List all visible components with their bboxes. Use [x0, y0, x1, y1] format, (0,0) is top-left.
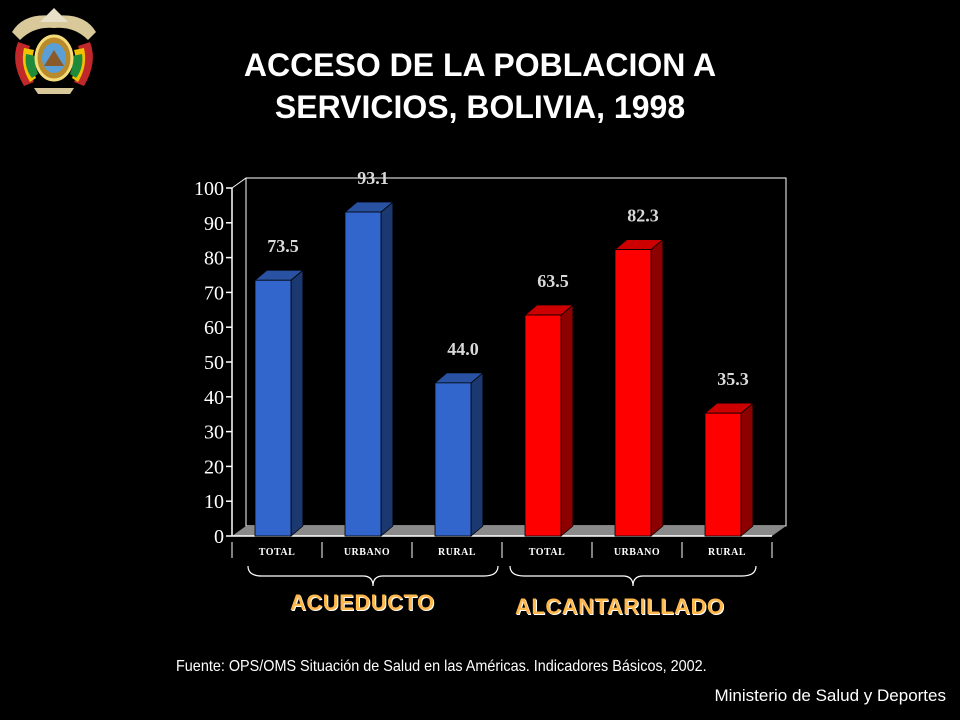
- title-line-2: SERVICIOS, BOLIVIA, 1998: [274, 89, 686, 125]
- chart-title: ACCESO DE LA POBLACION A SERVICIOS, BOLI…: [180, 44, 780, 128]
- x-tick-label-5: RURAL: [708, 547, 746, 558]
- y-tick-label-7: 70: [204, 282, 224, 304]
- bar-side-4: [650, 238, 664, 537]
- bar-side-1: [380, 201, 394, 537]
- y-tick-label-3: 30: [204, 422, 224, 444]
- data-label-0: 73.5: [267, 236, 299, 256]
- x-tick-label-0: TOTAL: [259, 547, 296, 558]
- y-tick-label-10: 100: [194, 178, 224, 200]
- y-tick-label-9: 90: [204, 213, 224, 235]
- plot-floor: [232, 526, 786, 536]
- bar-side-0: [290, 269, 304, 537]
- data-label-4: 82.3: [627, 206, 659, 226]
- bar-side-5: [740, 402, 754, 537]
- y-axis-top-edge: [231, 177, 247, 189]
- title-line-1: ACCESO DE LA POBLACION A: [243, 47, 717, 83]
- group-label-alcantarillado: ALCANTARILLADO: [515, 594, 725, 619]
- bar-2: [434, 382, 472, 537]
- data-label-1: 93.1: [357, 168, 389, 188]
- y-tick-label-2: 20: [204, 456, 224, 478]
- bar-4: [614, 249, 652, 537]
- bolivia-coat-of-arms-icon: [12, 8, 96, 94]
- plot-back-wall: [245, 177, 787, 527]
- bar-side-3: [560, 304, 574, 537]
- bar-3: [524, 314, 562, 537]
- source-note: Fuente: OPS/OMS Situación de Salud en la…: [176, 658, 707, 675]
- y-tick-label-0: 0: [214, 526, 224, 548]
- bar-1: [344, 211, 382, 537]
- bar-side-2: [470, 372, 484, 537]
- bar-5: [704, 412, 742, 537]
- x-tick-label-3: TOTAL: [529, 547, 566, 558]
- x-tick-label-1: URBANO: [344, 547, 390, 558]
- y-tick-label-1: 10: [204, 491, 224, 513]
- data-label-3: 63.5: [537, 271, 569, 291]
- y-tick-label-4: 40: [204, 387, 224, 409]
- footer-ministry: Ministerio de Salud y Deportes: [714, 686, 946, 705]
- x-tick-label-4: URBANO: [614, 547, 660, 558]
- data-label-2: 44.0: [447, 339, 479, 359]
- y-tick-label-5: 50: [204, 352, 224, 374]
- data-label-5: 35.3: [717, 369, 749, 389]
- brace-acueducto: [247, 565, 499, 587]
- y-tick-label-6: 60: [204, 317, 224, 339]
- y-tick-label-8: 80: [204, 248, 224, 270]
- group-label-acueducto: ACUEDUCTO: [290, 590, 435, 615]
- x-tick-label-2: RURAL: [438, 547, 476, 558]
- bar-0: [254, 279, 292, 537]
- brace-alcantarillado: [509, 565, 757, 587]
